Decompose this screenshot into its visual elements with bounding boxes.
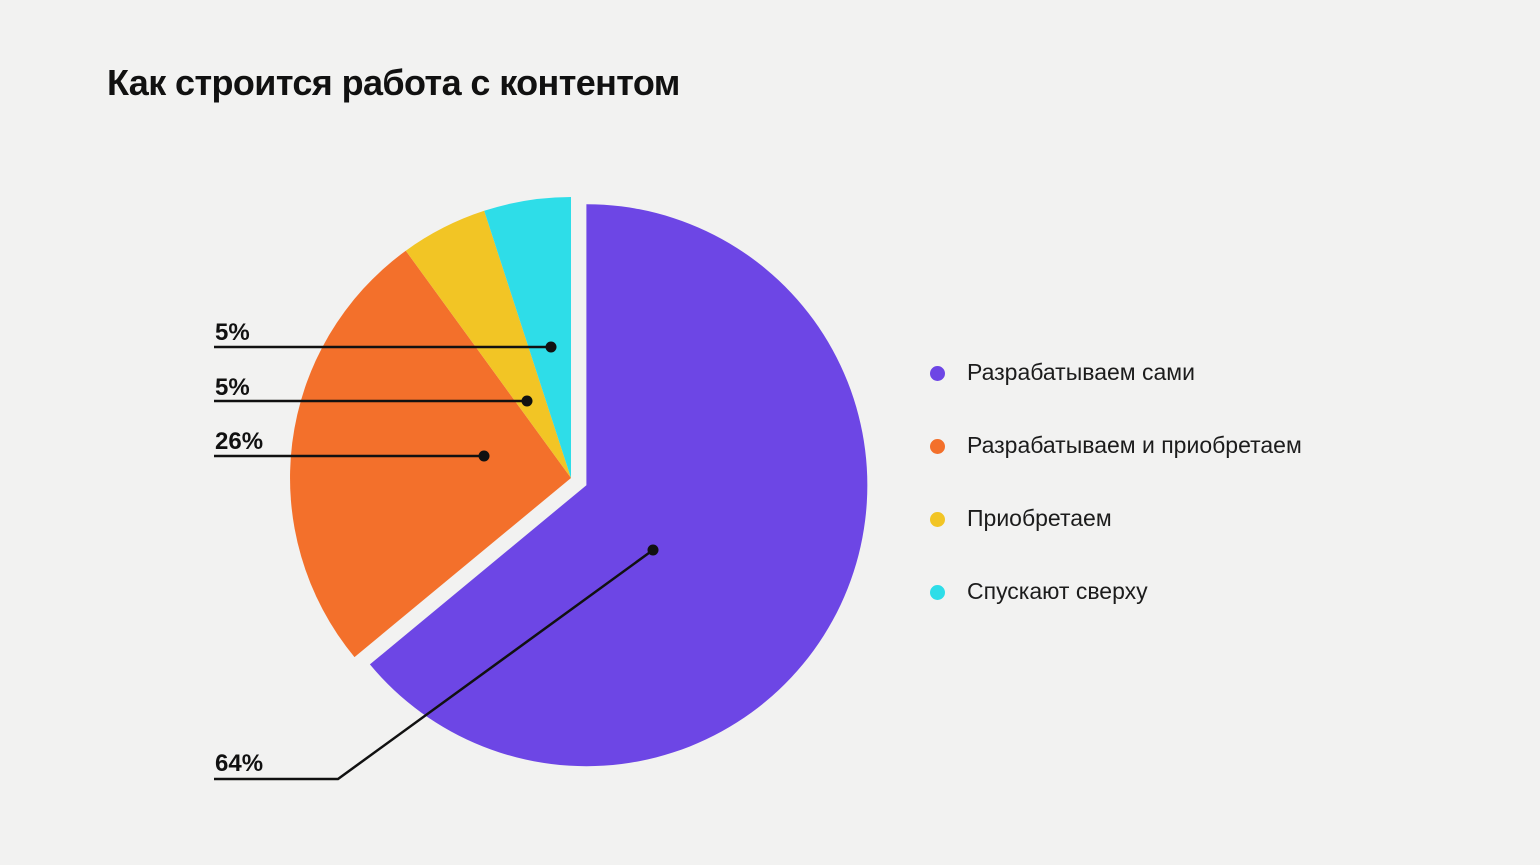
legend-swatch-icon [930,511,945,527]
pie-slice-3 [405,210,571,479]
pie-slice-2 [290,250,571,658]
value-label-yellow: 5% [215,374,250,401]
chart-title: Как строится работа с контентом [107,62,680,103]
pie-slice-1 [369,204,868,767]
legend: Разрабатываем сами Разрабатываем и приоб… [930,358,1302,650]
value-label-orange: 26% [215,428,264,455]
value-label-cyan: 5% [215,319,250,346]
leader-dot-purple [647,544,659,556]
legend-item: Разрабатываем и приобретаем [930,431,1302,461]
legend-swatch-icon [930,365,945,381]
legend-item: Приобретаем [930,504,1302,534]
leader-line-purple [214,548,654,781]
leader-dot-yellow [521,395,533,407]
leader-dot-orange [478,450,490,462]
legend-label: Приобретаем [967,505,1112,532]
legend-label: Разрабатываем сами [967,359,1195,386]
legend-item: Спускают сверху [930,577,1302,607]
legend-swatch-icon [930,584,945,600]
legend-label: Спускают сверху [967,578,1148,605]
legend-item: Разрабатываем сами [930,358,1302,388]
value-label-purple: 64% [215,750,264,777]
legend-swatch-icon [930,438,945,454]
pie-slice-4 [484,197,571,478]
leader-dot-cyan [545,341,557,353]
legend-label: Разрабатываем и приобретаем [967,432,1302,459]
